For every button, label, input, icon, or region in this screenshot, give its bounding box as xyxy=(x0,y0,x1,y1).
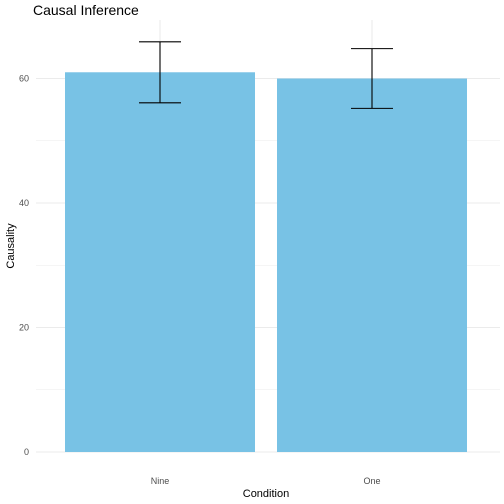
bars xyxy=(65,72,467,453)
x-tick-label: One xyxy=(363,476,380,486)
y-tick-label: 40 xyxy=(19,198,29,208)
chart-title: Causal Inference xyxy=(33,2,139,18)
y-tick-label: 20 xyxy=(19,323,29,333)
y-tick-label: 60 xyxy=(19,74,29,84)
bar-one xyxy=(277,78,467,452)
y-axis-title: Causality xyxy=(5,223,17,269)
y-tick-labels: 0 20 40 60 xyxy=(19,74,29,458)
bar-nine xyxy=(65,72,255,453)
y-tick-label: 0 xyxy=(24,447,29,457)
x-tick-labels: Nine One xyxy=(151,476,381,486)
error-bar-nine xyxy=(139,41,181,104)
error-bars xyxy=(139,41,393,109)
x-tick-label: Nine xyxy=(151,476,170,486)
error-bar-one xyxy=(351,48,393,109)
x-axis-title: Condition xyxy=(243,488,289,500)
